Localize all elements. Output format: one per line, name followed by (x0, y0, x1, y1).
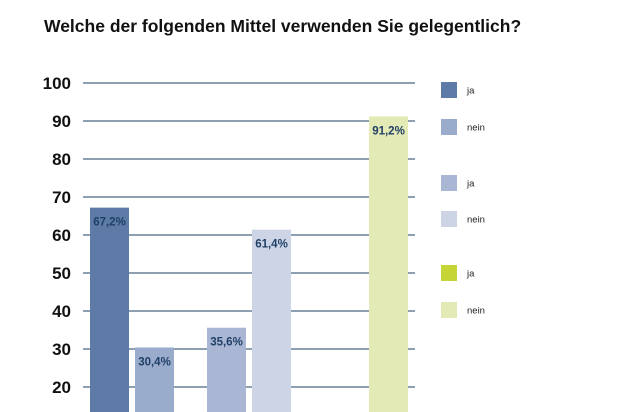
y-tick-label: 100 (43, 74, 71, 93)
y-tick-label: 70 (52, 188, 71, 207)
bar-nein-group-1 (135, 347, 174, 412)
data-label: 67,2% (93, 217, 126, 229)
bar-nein-group-3 (369, 116, 408, 412)
legend-label: nein (467, 215, 485, 226)
legend-swatch (441, 82, 457, 98)
y-tick-label: 40 (52, 302, 71, 321)
legend-label: ja (466, 179, 475, 190)
bars (90, 116, 408, 412)
data-labels: 67,2% 30,4% 35,6% 61,4% 91,2% (93, 125, 405, 368)
chart-title: Welche der folgenden Mittel verwenden Si… (44, 16, 522, 36)
y-tick-label: 50 (52, 264, 71, 283)
legend: ja nein ja nein ja nein (441, 82, 485, 318)
legend-swatch (441, 211, 457, 227)
legend-label: ja (466, 269, 475, 280)
y-tick-label: 80 (52, 150, 71, 169)
y-tick-label: 60 (52, 226, 71, 245)
legend-swatch (441, 302, 457, 318)
legend-label: nein (467, 123, 485, 134)
legend-swatch (441, 119, 457, 135)
legend-label: nein (467, 306, 485, 317)
y-tick-label: 20 (52, 378, 71, 397)
legend-swatch (441, 175, 457, 191)
gridlines (83, 82, 415, 388)
y-axis-ticks: 100 90 80 70 60 50 40 30 20 (43, 74, 71, 397)
data-label: 61,4% (255, 239, 288, 251)
legend-label: ja (466, 86, 475, 97)
bar-ja-group-2 (207, 327, 246, 412)
y-tick-label: 30 (52, 340, 71, 359)
bar-nein-group-2 (252, 229, 291, 412)
data-label: 30,4% (138, 356, 171, 368)
bar-ja-group-1 (90, 207, 129, 412)
legend-swatch (441, 265, 457, 281)
data-label: 91,2% (372, 125, 405, 137)
data-label: 35,6% (210, 337, 243, 349)
y-tick-label: 90 (52, 112, 71, 131)
